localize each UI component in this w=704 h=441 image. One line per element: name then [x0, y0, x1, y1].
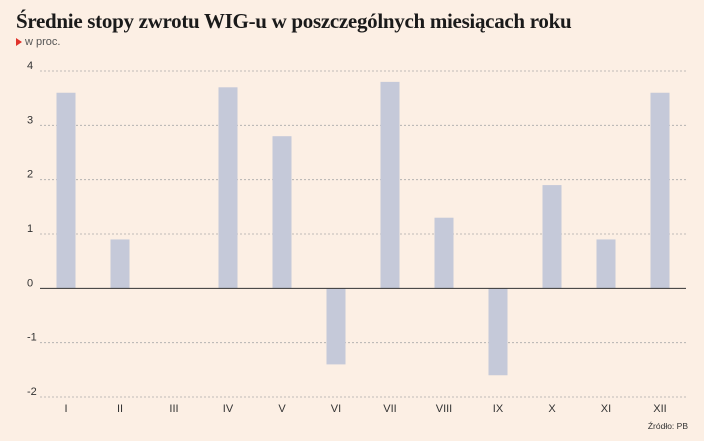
chart-title: Średnie stopy zwrotu WIG-u w poszczególn…: [16, 9, 572, 33]
y-tick-label: 0: [27, 277, 33, 289]
x-tick-label: VI: [331, 403, 341, 415]
x-tick-label: X: [548, 403, 556, 415]
bar-VIII: [434, 217, 454, 289]
triangle-marker-icon: [16, 38, 22, 46]
gridlines: [40, 70, 686, 398]
bar-XI: [596, 239, 616, 289]
y-tick-label: -1: [27, 332, 37, 344]
y-tick-label: -2: [27, 386, 37, 398]
x-tick-label: IV: [223, 403, 234, 415]
x-tick-label: II: [117, 403, 123, 415]
x-tick-label: I: [64, 403, 67, 415]
bar-VI: [326, 288, 346, 365]
unit-label: w proc.: [25, 36, 61, 48]
y-tick-label: 3: [27, 114, 33, 126]
bar-XII: [650, 92, 670, 289]
source-note: Źródło: PB: [647, 421, 688, 431]
bar-IX: [488, 288, 508, 376]
bar-V: [272, 136, 292, 289]
unit-label-row: w proc.: [16, 36, 60, 48]
x-tick-label: V: [278, 403, 286, 415]
bar-II: [110, 239, 130, 289]
x-tick-label: VII: [383, 403, 396, 415]
x-tick-label: IX: [493, 403, 504, 415]
y-tick-label: 1: [27, 223, 33, 235]
x-tick-label: XI: [601, 403, 611, 415]
bars: [56, 81, 670, 376]
y-tick-label: 2: [27, 169, 33, 181]
x-tick-label: III: [169, 403, 178, 415]
bar-IV: [218, 87, 238, 289]
x-tick-label: VIII: [436, 403, 453, 415]
bar-X: [542, 185, 562, 289]
x-tick-label: XII: [653, 403, 666, 415]
bar-VII: [380, 81, 400, 289]
y-tick-label: 4: [27, 60, 33, 72]
bar-I: [56, 92, 76, 289]
